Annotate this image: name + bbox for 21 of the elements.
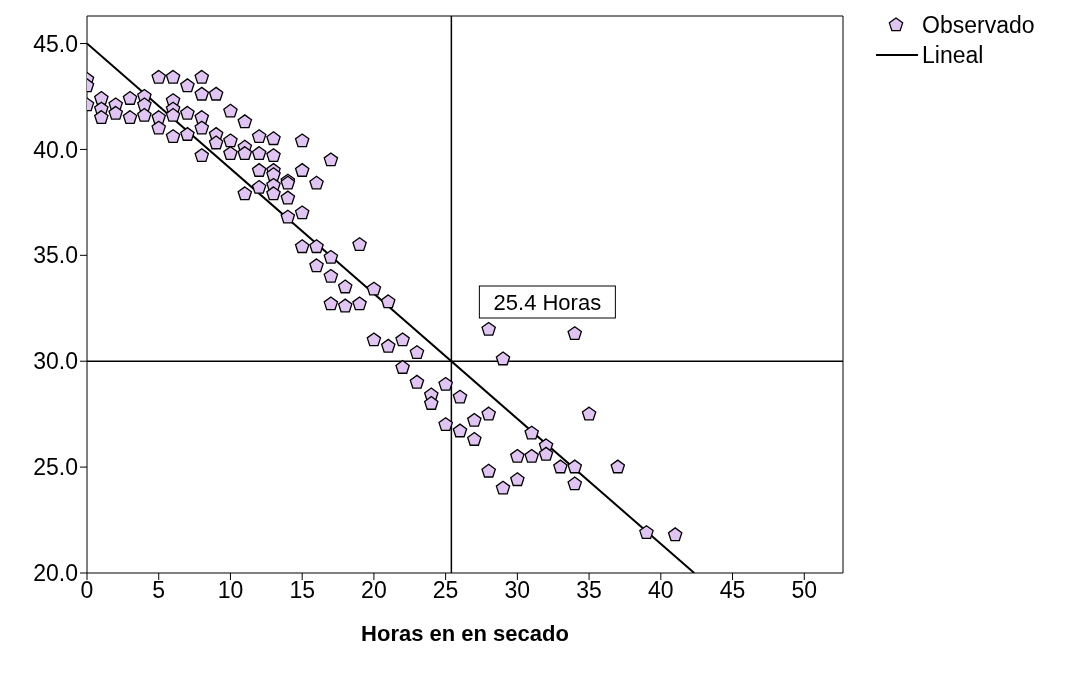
x-tick-label: 50 xyxy=(791,577,818,604)
y-tick-label: 25.0 xyxy=(33,454,78,481)
x-tick-label: 5 xyxy=(152,577,166,604)
y-tick-label: 35.0 xyxy=(33,242,78,269)
y-tick-label: 40.0 xyxy=(33,136,78,163)
x-tick-label: 40 xyxy=(648,577,674,604)
x-axis-title: Horas en en secado xyxy=(361,621,569,646)
x-tick-label: 45 xyxy=(719,577,746,604)
x-tick-label: 30 xyxy=(504,577,531,604)
x-tick-label: 35 xyxy=(576,577,602,604)
y-tick-label: 20.0 xyxy=(33,560,78,587)
ref-line-label: 25.4 Horas xyxy=(493,290,602,315)
legend-label: Lineal xyxy=(922,41,984,70)
x-tick-label: 10 xyxy=(217,577,244,604)
x-tick-label: 25 xyxy=(432,577,459,604)
y-tick-label: 45.0 xyxy=(33,30,78,57)
x-tick-label: 15 xyxy=(289,577,315,604)
legend-label: Observado xyxy=(922,11,1035,40)
x-tick-label: 20 xyxy=(361,577,387,604)
y-tick-label: 30.0 xyxy=(33,348,78,375)
x-tick-label: 0 xyxy=(80,577,94,604)
